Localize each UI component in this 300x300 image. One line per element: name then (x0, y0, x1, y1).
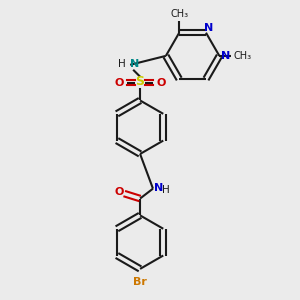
Text: H: H (162, 184, 169, 195)
Text: H: H (118, 59, 126, 69)
Text: O: O (115, 187, 124, 196)
Text: N: N (154, 183, 163, 193)
Text: Br: Br (133, 277, 147, 287)
Text: N: N (221, 51, 230, 61)
Text: O: O (115, 78, 124, 88)
Text: CH₃: CH₃ (233, 51, 251, 61)
Text: N: N (204, 22, 214, 33)
Text: S: S (136, 75, 145, 88)
Text: CH₃: CH₃ (170, 9, 188, 19)
Text: N: N (130, 59, 140, 69)
Text: O: O (156, 78, 166, 88)
